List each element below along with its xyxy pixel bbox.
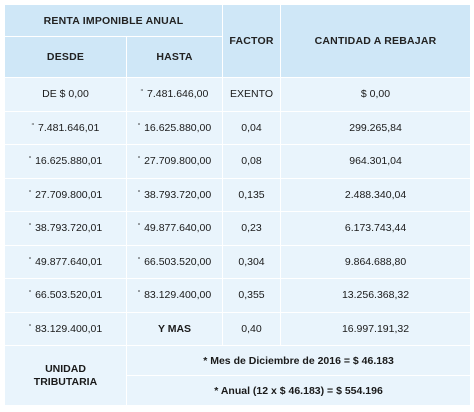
cell-desde-value: 66.503.520,01 (35, 289, 103, 302)
table-row: “7.481.646,01 “16.625.880,00 0,04 299.26… (4, 110, 472, 145)
cell-cantidad: 2.488.340,04 (280, 177, 472, 212)
utm-monthly-value: * Mes de Diciembre de 2016 = $ 46.183 (125, 345, 472, 376)
cell-cantidad: 13.256.368,32 (280, 278, 472, 313)
table-row: DE $ 0,00 “7.481.646,00 EXENTO $ 0,00 (4, 77, 472, 112)
cell-cantidad: 6.173.743,44 (280, 211, 472, 246)
cell-factor: 0,304 (222, 244, 282, 279)
header-desde: DESDE (4, 36, 127, 78)
ditto-mark: “ (137, 122, 141, 130)
cell-hasta: Y MAS (125, 311, 224, 346)
cell-hasta-value: 16.625.880,00 (144, 121, 212, 134)
ditto-mark: “ (28, 156, 32, 164)
ditto-mark: “ (28, 290, 32, 298)
ditto-mark: “ (137, 256, 141, 264)
unidad-tributaria-annual-row: * Anual (12 x $ 46.183) = $ 554.196 (5, 375, 472, 406)
table-row: “27.709.800,01 “38.793.720,00 0,135 2.48… (4, 177, 472, 212)
ditto-mark: “ (28, 323, 32, 331)
table-row: “49.877.640,01 “66.503.520,00 0,304 9.86… (4, 244, 472, 279)
ditto-mark: “ (28, 189, 32, 197)
unidad-label-line2: TRIBUTARIA (33, 375, 98, 388)
cell-desde-value: 49.877.640,01 (35, 255, 103, 268)
cell-hasta-value: 7.481.646,00 (147, 88, 209, 101)
cell-hasta-value: 83.129.400,00 (144, 289, 212, 302)
cell-factor: 0,08 (222, 144, 282, 179)
cell-desde-value: 83.129.400,01 (35, 322, 103, 335)
cell-cantidad: 299.265,84 (280, 110, 472, 145)
cell-cantidad: 16.997.191,32 (280, 311, 472, 346)
unidad-tributaria-row: UNIDAD TRIBUTARIA * Mes de Diciembre de … (4, 345, 472, 406)
cell-desde-value: 7.481.646,01 (38, 121, 100, 134)
cell-desde-value: 27.709.800,01 (35, 188, 103, 201)
cell-hasta: “27.709.800,00 (125, 144, 224, 179)
ditto-mark: “ (137, 189, 141, 197)
cell-factor: EXENTO (222, 77, 282, 112)
ditto-mark: “ (31, 122, 35, 130)
ditto-mark: “ (137, 156, 141, 164)
cell-hasta-value: 38.793.720,00 (144, 188, 212, 201)
cell-cantidad: 964.301,04 (280, 144, 472, 179)
cell-hasta: “66.503.520,00 (125, 244, 224, 279)
ditto-mark: “ (140, 89, 144, 97)
cell-desde: DE $ 0,00 (4, 77, 127, 112)
cell-desde: “83.129.400,01 (4, 311, 127, 346)
cell-desde-value: 38.793.720,01 (35, 222, 103, 235)
table-row: “66.503.520,01 “83.129.400,00 0,355 13.2… (4, 278, 472, 313)
header-cantidad-a-rebajar: CANTIDAD A REBAJAR (280, 4, 472, 78)
cell-desde-value: 16.625.880,01 (35, 155, 103, 168)
cell-desde: “7.481.646,01 (4, 110, 127, 145)
cell-factor: 0,355 (222, 278, 282, 313)
cell-desde: “16.625.880,01 (4, 144, 127, 179)
header-factor: FACTOR (222, 4, 282, 78)
cell-factor: 0,135 (222, 177, 282, 212)
table-row: “38.793.720,01 “49.877.640,00 0,23 6.173… (4, 211, 472, 246)
cell-desde: “66.503.520,01 (4, 278, 127, 313)
tax-bracket-table: RENTA IMPONIBLE ANUAL FACTOR CANTIDAD A … (3, 4, 472, 406)
table-row: “83.129.400,01 Y MAS 0,40 16.997.191,32 (4, 311, 472, 346)
unidad-tributaria-label: UNIDAD TRIBUTARIA (4, 345, 127, 406)
utm-annual-value: * Anual (12 x $ 46.183) = $ 554.196 (125, 375, 472, 406)
cell-factor: 0,23 (222, 211, 282, 246)
cell-hasta-value: 27.709.800,00 (144, 155, 212, 168)
cell-desde-value: DE $ 0,00 (42, 88, 89, 101)
header-hasta: HASTA (125, 36, 224, 78)
cell-hasta: “7.481.646,00 (125, 77, 224, 112)
cell-factor: 0,04 (222, 110, 282, 145)
ditto-mark: “ (28, 256, 32, 264)
cell-hasta-value: 49.877.640,00 (144, 222, 212, 235)
cell-cantidad: 9.864.688,80 (280, 244, 472, 279)
ditto-mark: “ (28, 223, 32, 231)
cell-desde: “38.793.720,01 (4, 211, 127, 246)
cell-factor: 0,40 (222, 311, 282, 346)
cell-hasta-value: 66.503.520,00 (144, 255, 212, 268)
cell-hasta: “49.877.640,00 (125, 211, 224, 246)
table-row: “16.625.880,01 “27.709.800,00 0,08 964.3… (4, 144, 472, 179)
ditto-mark: “ (137, 290, 141, 298)
cell-cantidad: $ 0,00 (280, 77, 472, 112)
unidad-label-line1: UNIDAD (45, 362, 86, 375)
ditto-mark: “ (137, 223, 141, 231)
cell-desde: “49.877.640,01 (4, 244, 127, 279)
header-renta-imponible-anual: RENTA IMPONIBLE ANUAL (3, 4, 224, 37)
cell-hasta: “16.625.880,00 (125, 110, 224, 145)
cell-hasta: “38.793.720,00 (125, 177, 224, 212)
cell-hasta: “83.129.400,00 (125, 278, 224, 313)
cell-desde: “27.709.800,01 (4, 177, 127, 212)
